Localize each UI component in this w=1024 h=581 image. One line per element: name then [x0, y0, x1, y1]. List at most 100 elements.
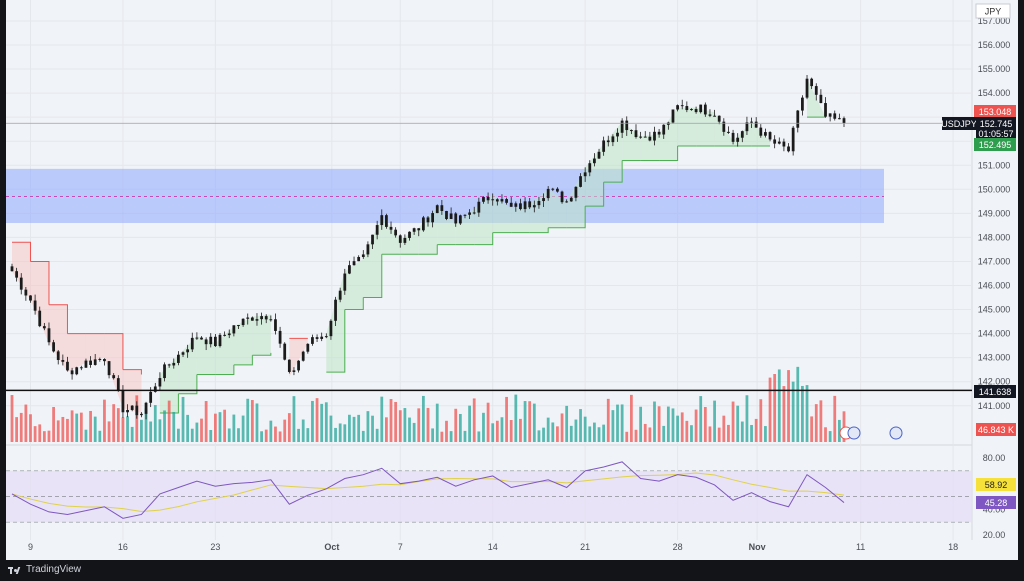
band-line	[159, 393, 179, 414]
candle-body	[740, 131, 744, 138]
candle-body	[519, 203, 522, 210]
candle-body	[361, 254, 365, 257]
volume-bar	[754, 418, 758, 442]
volume-bar	[209, 430, 213, 442]
candle-body	[107, 361, 111, 376]
brand-logo[interactable]: TradingView	[8, 564, 81, 575]
axis-background	[972, 0, 1018, 560]
volume-bar	[495, 420, 499, 442]
volume-bar	[408, 417, 411, 442]
band-fill	[85, 333, 105, 363]
band-line	[178, 374, 198, 395]
candle-body	[782, 141, 786, 147]
volume-bar	[611, 410, 615, 442]
candle-body	[537, 201, 541, 206]
candle-body	[805, 78, 809, 98]
rsi-line	[11, 461, 845, 519]
event-icons[interactable]	[839, 426, 903, 440]
candle-body	[52, 342, 55, 352]
band-line	[215, 364, 235, 375]
candle-body	[495, 199, 499, 202]
upper-band-value: 153.048	[979, 107, 1012, 117]
candle-body	[260, 316, 263, 320]
candle-body	[223, 334, 227, 336]
volume-bar	[126, 416, 129, 442]
volume-bar	[787, 370, 790, 442]
volume-bar	[190, 428, 194, 442]
band-fill	[603, 121, 623, 183]
volume-bar	[528, 401, 532, 442]
band-line	[104, 333, 124, 370]
candle-body	[287, 359, 291, 372]
candle-body	[523, 201, 527, 210]
volume-bar	[814, 404, 818, 442]
candle-body	[616, 132, 619, 137]
volume-bar	[348, 414, 351, 442]
volume-bar	[722, 415, 726, 442]
volume-bar	[593, 422, 596, 442]
candle-body	[334, 299, 337, 321]
time-tick-label: 18	[948, 542, 958, 552]
volume-bar	[329, 415, 333, 442]
candle-body	[56, 351, 60, 360]
candle-body	[19, 277, 23, 290]
volume-bar	[671, 408, 675, 442]
candle-body	[690, 109, 693, 111]
volume-bar	[42, 431, 46, 442]
band-line	[48, 304, 68, 334]
chart-area[interactable]: 157.000156.000155.000154.000153.000152.0…	[6, 0, 1018, 560]
us-flag-icon[interactable]	[847, 426, 861, 440]
candle-body	[126, 409, 129, 413]
price-tick-label: 155.000	[978, 64, 1011, 74]
candle-body	[75, 367, 79, 375]
time-tick-label: 11	[856, 542, 865, 552]
candle-body	[532, 205, 536, 208]
volume-bar	[565, 405, 569, 442]
candle-body	[579, 176, 582, 187]
rsi-tick-label: 20.00	[983, 530, 1006, 540]
volume-bar	[764, 426, 767, 442]
time-tick-label: 14	[488, 542, 498, 552]
volume-bar	[634, 429, 638, 442]
volume-bar	[546, 417, 550, 442]
volume-bar	[805, 385, 809, 442]
candle-body	[38, 310, 42, 327]
brand-name: TradingView	[26, 564, 82, 575]
volume-bar	[306, 428, 310, 442]
candle-body	[482, 197, 485, 202]
candle-body	[787, 146, 790, 152]
us-flag-icon[interactable]	[889, 426, 903, 440]
candle-body	[500, 199, 504, 202]
volume-bar	[842, 411, 846, 442]
line-141-value: 141.638	[979, 387, 1012, 397]
volume-bar	[837, 419, 841, 442]
price-tick-label: 150.000	[978, 184, 1011, 194]
candle-body	[70, 370, 74, 375]
candle-body	[699, 104, 703, 113]
price-tick-label: 144.000	[978, 329, 1011, 339]
currency-badge-box[interactable]	[975, 3, 1011, 19]
band-line	[12, 241, 31, 262]
candle-body	[417, 228, 421, 231]
candle-body	[385, 215, 388, 227]
volume-bar	[172, 411, 176, 442]
volume-bar	[662, 425, 666, 442]
band-fill	[215, 326, 234, 375]
candle-body	[625, 120, 629, 131]
last-price: 152.745	[980, 119, 1013, 129]
candle-body	[218, 334, 222, 347]
band-line	[603, 160, 623, 183]
rsi-ma-line	[11, 472, 845, 513]
rsi-value-badge	[976, 496, 1016, 509]
volume-bar	[560, 413, 564, 442]
time-axis[interactable]: 9 16 23 Oct 7 14 21 28 Nov 11 18	[28, 542, 958, 552]
candle-body	[777, 141, 781, 144]
band-fill	[677, 107, 697, 147]
volume-bar	[79, 412, 83, 442]
volume-bar	[699, 396, 703, 442]
volume-bar	[195, 422, 199, 442]
band-fill	[67, 333, 86, 373]
price-chart[interactable]: 157.000156.000155.000154.000153.000152.0…	[6, 0, 1018, 560]
time-tick-label: 9	[28, 542, 33, 552]
